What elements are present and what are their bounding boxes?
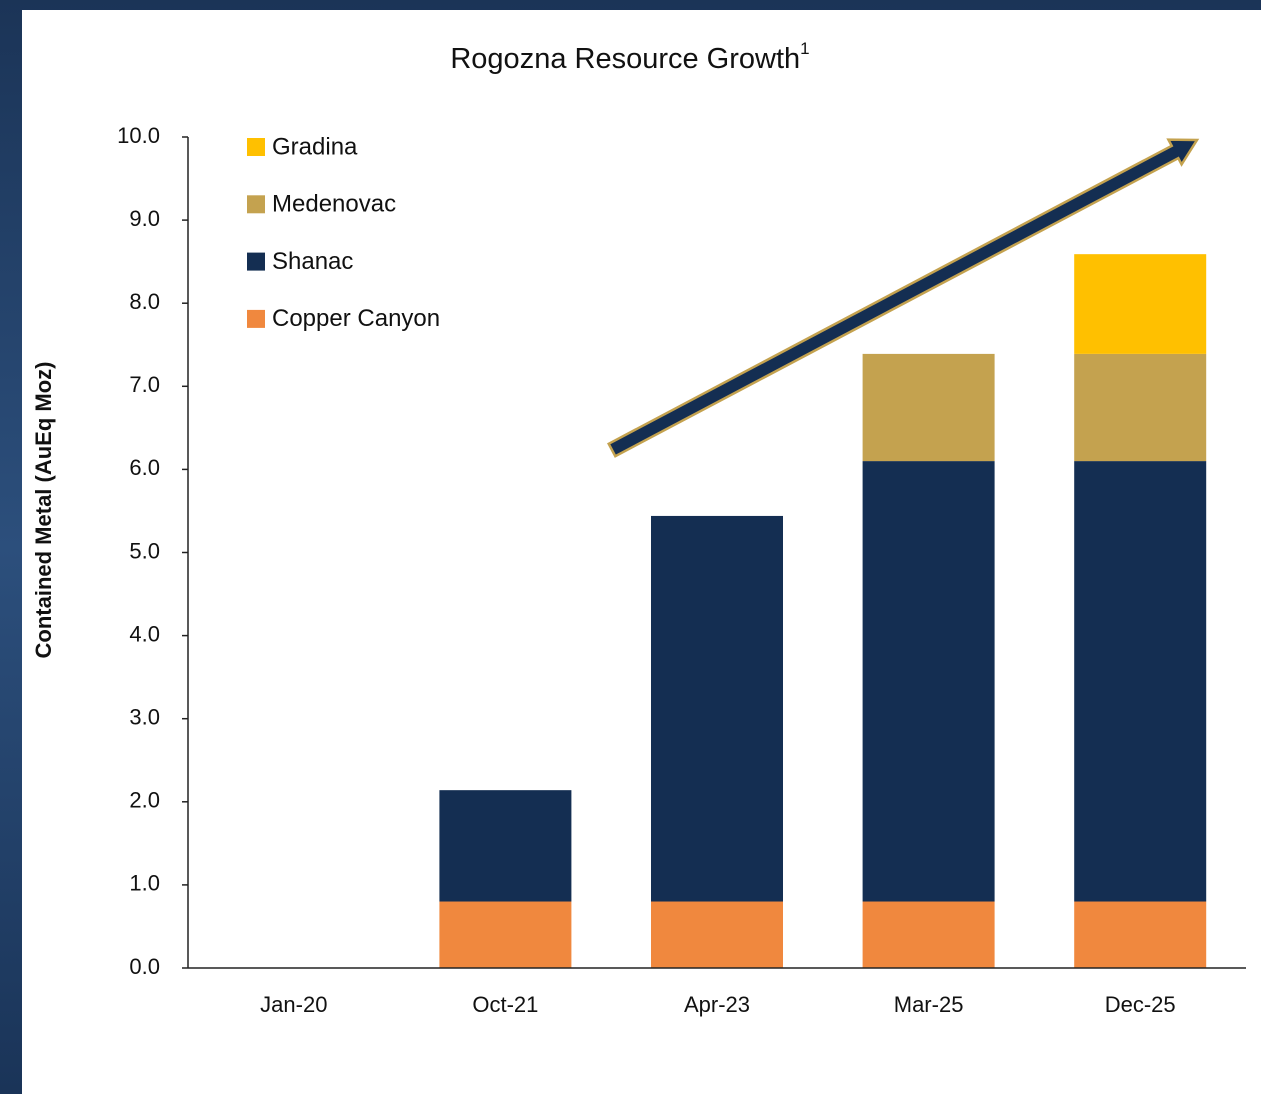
legend-label: Shanac [272,248,353,275]
bar-segment [1074,353,1207,462]
growth-arrow [607,138,1200,458]
y-tick-label: 6.0 [129,455,160,480]
bar-segment [439,790,572,902]
plot-area: 0.0 1.0 2.0 3.0 4.0 5.0 6.0 7.0 8.0 9.0 10.0 Jan-20… [117,123,1246,1017]
bar-segment [651,901,783,968]
y-tick-label: 2.0 [129,788,160,813]
x-tick-label: Apr-23 [684,992,750,1017]
y-tick-label: 10.0 [117,123,160,148]
bar-segment [1074,461,1207,902]
y-tick-label: 8.0 [129,289,160,314]
x-tick-label: Jan-20 [260,992,327,1017]
y-tick-label: 7.0 [129,372,160,397]
y-tick-label: 5.0 [129,538,160,563]
legend-swatch [247,138,265,156]
x-tick-label: Dec-25 [1105,992,1176,1017]
x-tick-label: Mar-25 [894,992,964,1017]
title-superscript: 1 [800,39,809,58]
bar-segment [862,901,995,968]
bar-segment [439,901,572,968]
bar-segment [862,461,995,902]
bar-segment [1074,901,1207,968]
y-tick-label: 9.0 [129,206,160,231]
legend-label: Copper Canyon [272,305,440,332]
y-axis-label: Contained Metal (AuEq Moz) [31,362,56,659]
title-text: Rogozna Resource Growth [450,43,800,75]
bar-segment [862,353,995,462]
legend-label: Gradina [272,133,358,160]
y-tick-label: 0.0 [129,954,160,979]
y-tick-label: 3.0 [129,705,160,730]
legend-swatch [247,309,265,328]
bar-segment [1074,254,1207,354]
y-tick-label: 1.0 [129,871,160,896]
chart-panel [22,10,1261,1094]
x-tick-label: Oct-21 [472,992,538,1017]
legend-label: Medenovac [272,191,396,218]
bar-segment [651,515,783,902]
legend-swatch [247,252,265,271]
y-tick-label: 4.0 [129,621,160,646]
legend-swatch [247,195,265,214]
chart-title: Rogozna Resource Growth1 [450,39,809,74]
